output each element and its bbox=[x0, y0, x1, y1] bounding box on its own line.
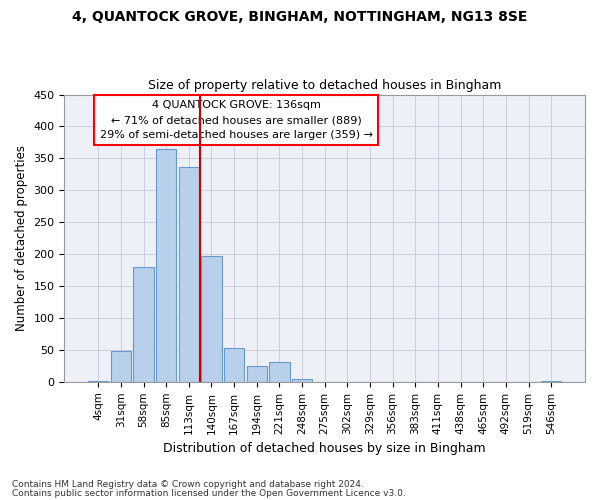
Bar bbox=[201, 256, 221, 382]
Text: 4 QUANTOCK GROVE: 136sqm
← 71% of detached houses are smaller (889)
29% of semi-: 4 QUANTOCK GROVE: 136sqm ← 71% of detach… bbox=[100, 100, 373, 140]
Bar bbox=[179, 166, 199, 382]
Bar bbox=[88, 380, 109, 382]
Bar bbox=[224, 348, 244, 382]
Bar bbox=[156, 149, 176, 382]
X-axis label: Distribution of detached houses by size in Bingham: Distribution of detached houses by size … bbox=[163, 442, 486, 455]
Text: Contains HM Land Registry data © Crown copyright and database right 2024.: Contains HM Land Registry data © Crown c… bbox=[12, 480, 364, 489]
Bar bbox=[111, 351, 131, 382]
Text: Contains public sector information licensed under the Open Government Licence v3: Contains public sector information licen… bbox=[12, 488, 406, 498]
Y-axis label: Number of detached properties: Number of detached properties bbox=[15, 145, 28, 331]
Bar bbox=[247, 366, 267, 382]
Bar bbox=[541, 380, 562, 382]
Bar bbox=[269, 362, 290, 382]
Text: 4, QUANTOCK GROVE, BINGHAM, NOTTINGHAM, NG13 8SE: 4, QUANTOCK GROVE, BINGHAM, NOTTINGHAM, … bbox=[73, 10, 527, 24]
Title: Size of property relative to detached houses in Bingham: Size of property relative to detached ho… bbox=[148, 79, 502, 92]
Bar bbox=[133, 267, 154, 382]
Bar bbox=[292, 378, 312, 382]
